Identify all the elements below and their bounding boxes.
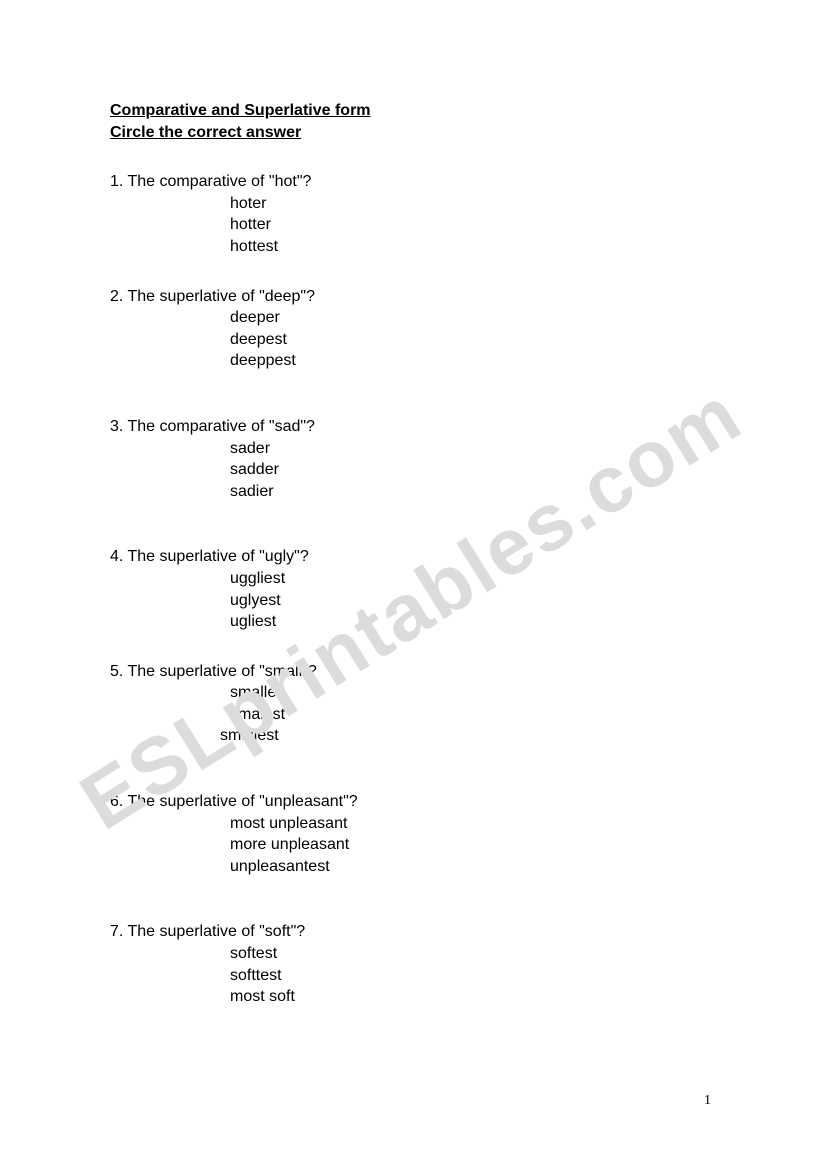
option: hoter	[230, 193, 711, 215]
option: smaller	[230, 682, 711, 704]
question-prompt: 6. The superlative of "unpleasant"?	[110, 791, 711, 813]
question-options: softest softtest most soft	[110, 943, 711, 1008]
option: smalest	[230, 704, 711, 726]
question-prompt: 2. The superlative of "deep"?	[110, 286, 711, 308]
option: sadier	[230, 481, 711, 503]
question-block: 2. The superlative of "deep"? deeper dee…	[110, 286, 711, 372]
worksheet-heading: Comparative and Superlative form Circle …	[110, 100, 711, 143]
question-block: 7. The superlative of "soft"? softest so…	[110, 921, 711, 1007]
option: uggliest	[230, 568, 711, 590]
option: most soft	[230, 986, 711, 1008]
question-options: deeper deepest deeppest	[110, 307, 711, 372]
question-options: sader sadder sadier	[110, 438, 711, 503]
question-prompt: 7. The superlative of "soft"?	[110, 921, 711, 943]
option: uglyest	[230, 590, 711, 612]
worksheet-page: ESLprintables.com Comparative and Superl…	[0, 0, 821, 1169]
option: softtest	[230, 965, 711, 987]
option: most unpleasant	[230, 813, 711, 835]
option: deeppest	[230, 350, 711, 372]
option: smallest	[220, 725, 711, 747]
question-options: uggliest uglyest ugliest	[110, 568, 711, 633]
option: unpleasantest	[230, 856, 711, 878]
question-block: 5. The superlative of "small"? smaller s…	[110, 661, 711, 747]
question-block: 3. The comparative of "sad"? sader sadde…	[110, 416, 711, 502]
option: hotter	[230, 214, 711, 236]
option: more unpleasant	[230, 834, 711, 856]
question-prompt: 1. The comparative of "hot"?	[110, 171, 711, 193]
question-prompt: 5. The superlative of "small"?	[110, 661, 711, 683]
option: sadder	[230, 459, 711, 481]
question-block: 6. The superlative of "unpleasant"? most…	[110, 791, 711, 877]
option: softest	[230, 943, 711, 965]
question-block: 4. The superlative of "ugly"? uggliest u…	[110, 546, 711, 632]
heading-line-2: Circle the correct answer	[110, 122, 711, 144]
question-prompt: 3. The comparative of "sad"?	[110, 416, 711, 438]
heading-line-1: Comparative and Superlative form	[110, 100, 711, 122]
option: ugliest	[230, 611, 711, 633]
option: deeper	[230, 307, 711, 329]
question-options: most unpleasant more unpleasant unpleasa…	[110, 813, 711, 878]
question-options: smaller smalest smallest	[110, 682, 711, 747]
option: deepest	[230, 329, 711, 351]
page-number: 1	[704, 1093, 711, 1109]
question-options: hoter hotter hottest	[110, 193, 711, 258]
option: hottest	[230, 236, 711, 258]
question-prompt: 4. The superlative of "ugly"?	[110, 546, 711, 568]
option: sader	[230, 438, 711, 460]
question-block: 1. The comparative of "hot"? hoter hotte…	[110, 171, 711, 257]
